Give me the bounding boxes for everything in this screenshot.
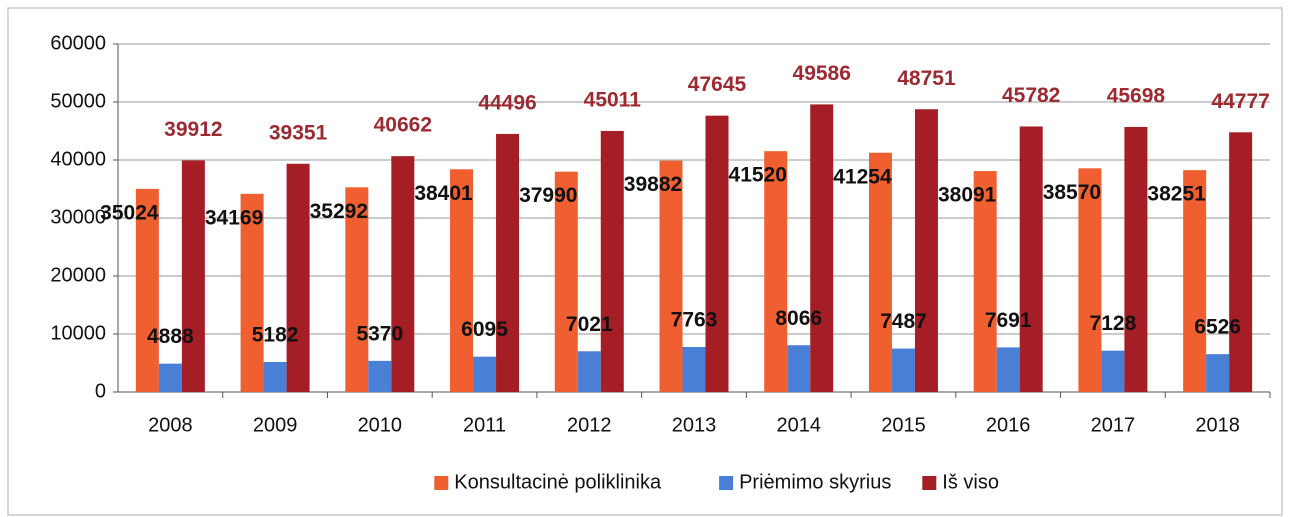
value-label: 41254 [833,165,892,188]
bar [764,151,788,392]
value-label: 8066 [775,307,822,330]
value-label: 39882 [624,173,682,196]
value-label: 45011 [584,88,642,111]
x-tick-label: 2018 [1195,414,1240,436]
legend-label: Iš viso [942,471,999,493]
value-label: 35292 [310,200,368,223]
bar [345,187,369,392]
bar [1124,126,1148,392]
bar [659,160,683,392]
value-label: 6526 [1194,316,1241,339]
value-label: 45698 [1107,84,1166,107]
value-label: 7021 [566,313,613,336]
value-label: 7128 [1090,312,1137,335]
value-label: 39351 [269,121,328,144]
x-tick-label: 2010 [358,414,403,436]
value-label: 34169 [205,206,263,229]
legend-swatch [434,476,449,490]
legend-swatch [719,476,734,490]
bar [286,163,310,392]
chart-frame [7,7,1283,516]
bar [914,109,938,392]
value-label: 37990 [519,184,577,207]
y-tick-label: 10000 [50,322,106,344]
value-label: 5182 [252,323,299,346]
legend-label: Priėmimo skyrius [739,471,891,493]
value-label: 7691 [985,309,1032,332]
bar [450,169,474,392]
value-label: 4888 [147,325,194,348]
value-label: 39912 [164,118,222,141]
y-tick-label: 30000 [50,206,106,228]
bar [868,152,892,392]
bar [1078,168,1102,392]
legend-label: Konsultacinė poliklinika [454,471,662,493]
bar [240,193,264,392]
y-tick-label: 60000 [50,32,106,54]
value-label: 41520 [729,164,787,187]
y-tick-label: 50000 [50,90,106,112]
value-label: 38251 [1147,183,1206,206]
value-label: 44777 [1211,90,1269,113]
bar [1019,126,1043,392]
value-label: 6095 [461,318,508,341]
x-tick-label: 2013 [672,414,717,436]
value-label: 5370 [356,322,403,345]
bar [158,363,182,392]
value-label: 48751 [897,67,956,90]
bar [810,104,834,393]
value-label: 40662 [374,114,432,137]
bar [473,356,497,392]
legend-swatch [922,476,937,490]
value-label: 38401 [414,182,473,205]
bar [973,171,997,392]
bar [891,348,915,392]
y-tick-label: 40000 [50,148,106,170]
bar [391,156,415,392]
bar [1183,170,1207,392]
bar [1101,350,1125,392]
x-tick-label: 2012 [567,414,612,436]
value-label: 44496 [478,91,536,114]
bar [181,160,205,392]
value-label: 7763 [671,309,718,332]
value-label: 45782 [1002,84,1060,107]
bar [787,345,811,392]
x-tick-label: 2008 [148,414,193,436]
bar [682,346,706,392]
x-tick-label: 2015 [881,414,926,436]
x-tick-label: 2011 [463,414,506,436]
y-tick-label: 20000 [50,264,106,286]
bar [135,188,159,392]
y-tick-label: 0 [95,380,106,402]
value-label: 49586 [793,62,851,85]
x-tick-label: 2017 [1091,414,1136,436]
bar [496,133,520,392]
bar [368,360,392,392]
value-label: 38570 [1043,181,1101,204]
bar [263,361,287,392]
bar [600,130,624,392]
bar [577,351,601,392]
bar [996,347,1020,392]
value-label: 7487 [880,310,927,333]
x-tick-label: 2009 [253,414,298,436]
x-tick-label: 2014 [776,414,821,436]
value-label: 35024 [100,201,159,224]
value-label: 47645 [688,73,747,96]
bar [554,171,578,392]
value-label: 38091 [938,184,997,207]
bar [705,115,729,392]
bar [1206,354,1230,392]
x-tick-label: 2016 [986,414,1031,436]
bar [1229,132,1253,392]
